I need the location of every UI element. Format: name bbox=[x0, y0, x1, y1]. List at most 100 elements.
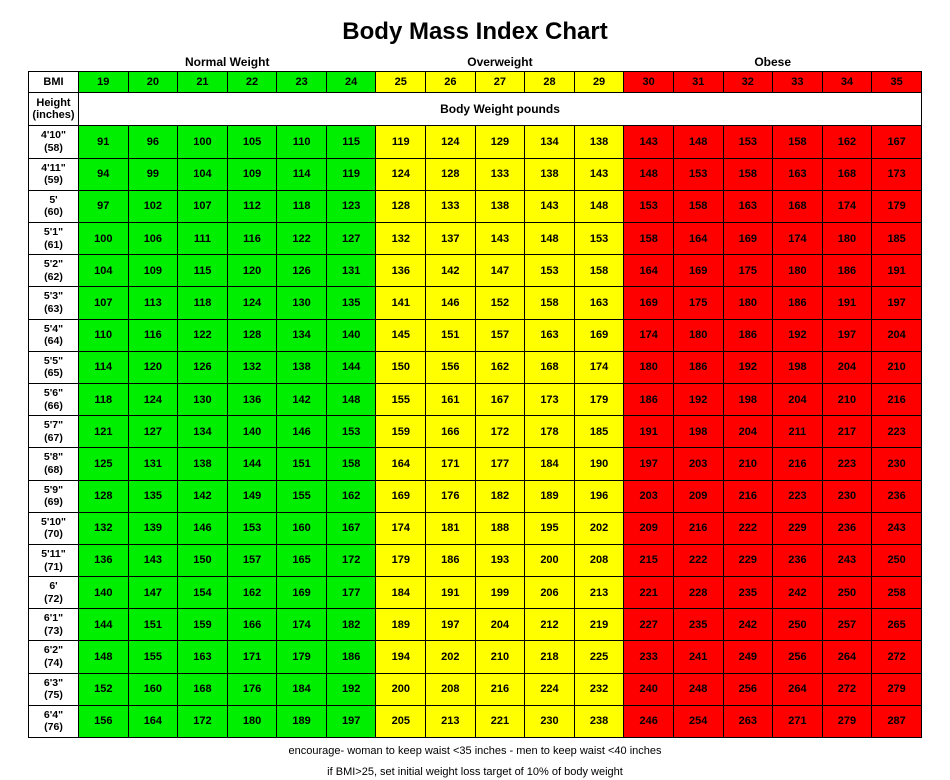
weight-cell: 176 bbox=[426, 480, 476, 512]
weight-cell: 242 bbox=[773, 577, 823, 609]
weight-cell: 105 bbox=[227, 126, 277, 158]
weight-cell: 146 bbox=[277, 416, 327, 448]
weight-cell: 217 bbox=[822, 416, 872, 448]
weight-cell: 180 bbox=[822, 223, 872, 255]
weight-cell: 209 bbox=[624, 512, 674, 544]
weight-cell: 151 bbox=[128, 609, 178, 641]
weight-cell: 279 bbox=[822, 705, 872, 737]
weight-cell: 168 bbox=[525, 351, 575, 383]
weight-cell: 194 bbox=[376, 641, 426, 673]
weight-cell: 216 bbox=[673, 512, 723, 544]
weight-cell: 148 bbox=[79, 641, 129, 673]
weight-cell: 185 bbox=[872, 223, 922, 255]
bmi-column-header: 22 bbox=[227, 72, 277, 93]
table-row: 5'1"(61)10010611111612212713213714314815… bbox=[29, 223, 922, 255]
weight-cell: 256 bbox=[723, 673, 773, 705]
weight-cell: 131 bbox=[128, 448, 178, 480]
weight-cell: 168 bbox=[822, 158, 872, 190]
weight-cell: 163 bbox=[178, 641, 228, 673]
weight-cell: 192 bbox=[773, 319, 823, 351]
height-cell: 5'10"(70) bbox=[29, 512, 79, 544]
body-weight-label: Body Weight pounds bbox=[79, 93, 922, 126]
weight-cell: 263 bbox=[723, 705, 773, 737]
weight-cell: 136 bbox=[227, 383, 277, 415]
weight-cell: 250 bbox=[822, 577, 872, 609]
weight-cell: 154 bbox=[178, 577, 228, 609]
weight-cell: 136 bbox=[79, 544, 129, 576]
weight-cell: 271 bbox=[773, 705, 823, 737]
weight-cell: 116 bbox=[227, 223, 277, 255]
table-row: 6'2"(74)14815516317117918619420221021822… bbox=[29, 641, 922, 673]
weight-cell: 172 bbox=[326, 544, 376, 576]
category-label: Normal Weight bbox=[79, 52, 376, 72]
weight-cell: 196 bbox=[574, 480, 624, 512]
weight-cell: 241 bbox=[673, 641, 723, 673]
weight-cell: 216 bbox=[872, 383, 922, 415]
weight-cell: 115 bbox=[178, 255, 228, 287]
weight-cell: 210 bbox=[822, 383, 872, 415]
weight-cell: 142 bbox=[178, 480, 228, 512]
weight-cell: 144 bbox=[326, 351, 376, 383]
weight-cell: 213 bbox=[574, 577, 624, 609]
weight-cell: 202 bbox=[426, 641, 476, 673]
bmi-column-header: 20 bbox=[128, 72, 178, 93]
weight-cell: 96 bbox=[128, 126, 178, 158]
height-cell: 5'11"(71) bbox=[29, 544, 79, 576]
weight-cell: 199 bbox=[475, 577, 525, 609]
weight-cell: 180 bbox=[723, 287, 773, 319]
weight-cell: 132 bbox=[376, 223, 426, 255]
weight-cell: 212 bbox=[525, 609, 575, 641]
weight-cell: 227 bbox=[624, 609, 674, 641]
weight-cell: 147 bbox=[128, 577, 178, 609]
weight-cell: 153 bbox=[673, 158, 723, 190]
weight-cell: 122 bbox=[277, 223, 327, 255]
weight-cell: 174 bbox=[376, 512, 426, 544]
weight-cell: 238 bbox=[574, 705, 624, 737]
weight-cell: 181 bbox=[426, 512, 476, 544]
weight-cell: 169 bbox=[624, 287, 674, 319]
weight-cell: 210 bbox=[475, 641, 525, 673]
weight-cell: 136 bbox=[376, 255, 426, 287]
weight-cell: 179 bbox=[574, 383, 624, 415]
weight-cell: 174 bbox=[624, 319, 674, 351]
height-cell: 5'9"(69) bbox=[29, 480, 79, 512]
weight-cell: 147 bbox=[475, 255, 525, 287]
weight-cell: 158 bbox=[624, 223, 674, 255]
weight-cell: 143 bbox=[574, 158, 624, 190]
weight-cell: 119 bbox=[326, 158, 376, 190]
height-cell: 6'4"(76) bbox=[29, 705, 79, 737]
weight-cell: 143 bbox=[624, 126, 674, 158]
weight-cell: 143 bbox=[525, 190, 575, 222]
weight-cell: 162 bbox=[475, 351, 525, 383]
weight-cell: 158 bbox=[773, 126, 823, 158]
weight-cell: 114 bbox=[79, 351, 129, 383]
weight-cell: 152 bbox=[79, 673, 129, 705]
weight-cell: 186 bbox=[426, 544, 476, 576]
weight-cell: 197 bbox=[426, 609, 476, 641]
weight-cell: 107 bbox=[178, 190, 228, 222]
weight-cell: 144 bbox=[227, 448, 277, 480]
weight-cell: 228 bbox=[673, 577, 723, 609]
weight-cell: 148 bbox=[525, 223, 575, 255]
weight-cell: 140 bbox=[326, 319, 376, 351]
bmi-column-header: 29 bbox=[574, 72, 624, 93]
weight-cell: 174 bbox=[822, 190, 872, 222]
weight-cell: 167 bbox=[872, 126, 922, 158]
weight-cell: 148 bbox=[574, 190, 624, 222]
weight-cell: 153 bbox=[574, 223, 624, 255]
height-cell: 5'8"(68) bbox=[29, 448, 79, 480]
category-label: Overweight bbox=[376, 52, 624, 72]
weight-cell: 150 bbox=[178, 544, 228, 576]
table-row: 4'11"(59)9499104109114119124128133138143… bbox=[29, 158, 922, 190]
weight-cell: 118 bbox=[178, 287, 228, 319]
weight-cell: 94 bbox=[79, 158, 129, 190]
weight-cell: 133 bbox=[475, 158, 525, 190]
weight-cell: 111 bbox=[178, 223, 228, 255]
weight-cell: 218 bbox=[525, 641, 575, 673]
table-row: 5'10"(70)1321391461531601671741811881952… bbox=[29, 512, 922, 544]
weight-cell: 233 bbox=[624, 641, 674, 673]
weight-cell: 123 bbox=[326, 190, 376, 222]
weight-cell: 166 bbox=[227, 609, 277, 641]
weight-cell: 204 bbox=[773, 383, 823, 415]
weight-cell: 249 bbox=[723, 641, 773, 673]
